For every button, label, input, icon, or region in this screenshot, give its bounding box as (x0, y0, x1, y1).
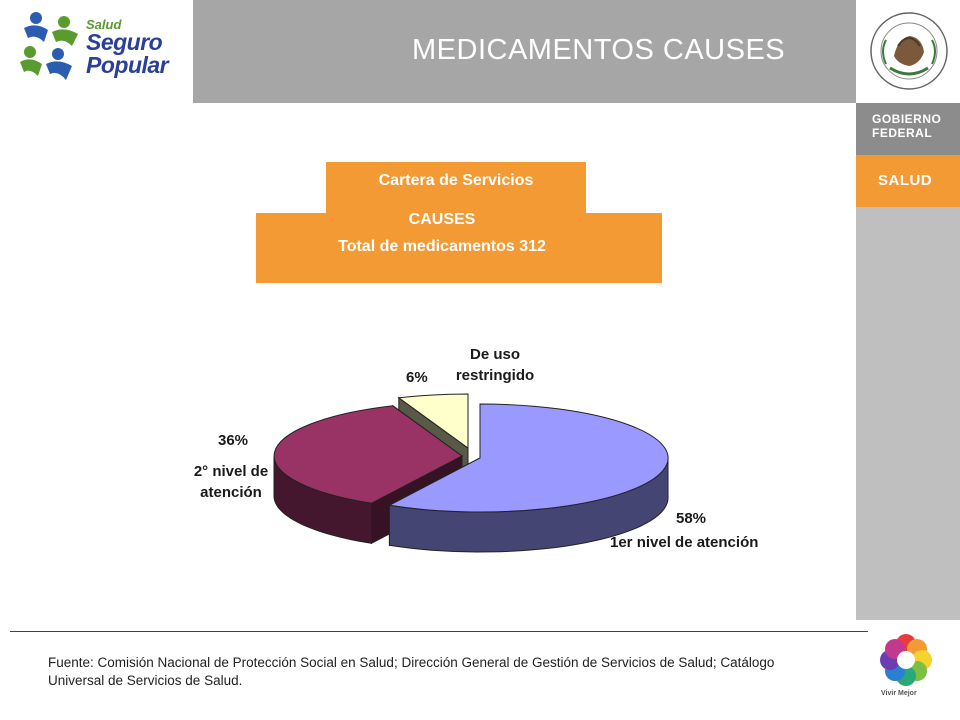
header-band (193, 0, 856, 103)
seal-area (856, 0, 960, 103)
causes-title: CAUSES (408, 211, 476, 228)
slice-label-restricted: De uso restringido (455, 346, 535, 384)
gobierno-federal-label: GOBIERNO FEDERAL (872, 112, 942, 141)
pie-slice-restricted (397, 393, 469, 449)
vivir-mejor-area (856, 620, 960, 720)
logo-text: Salud Seguro Popular (86, 18, 196, 77)
mexican-seal-icon (870, 12, 948, 90)
causes-box (256, 213, 662, 283)
pie-slice-second (273, 405, 463, 504)
logo-small-label: Salud (86, 17, 122, 32)
pie-slice-first (387, 403, 669, 513)
cartera-label: Cartera de Servicios (378, 172, 534, 189)
cartera-box (326, 162, 586, 214)
slice-label-second: 2° nivel de atención (193, 463, 269, 501)
logo-area: Salud Seguro Popular (0, 0, 193, 103)
gov-line1: GOBIERNO (872, 112, 942, 126)
causes-total: Total de medicamentos 312 (338, 238, 546, 255)
gobierno-federal-block (856, 103, 960, 155)
slice-value-label-first: 58% (676, 510, 707, 527)
logo-line1: Seguro (86, 29, 163, 55)
slice-label-first: 1er nivel de atención (610, 534, 759, 551)
pie-chart (273, 393, 669, 553)
footer-divider (10, 631, 868, 632)
seguro-popular-logo-icon (20, 12, 78, 80)
salud-block (856, 155, 960, 207)
vivir-mejor-label: Vivir Mejor (881, 690, 917, 697)
gov-line2: FEDERAL (872, 125, 933, 140)
salud-label: SALUD (878, 172, 933, 189)
vivir-mejor-flower-icon (880, 634, 932, 686)
page-title: MEDICAMENTOS CAUSES (412, 34, 786, 66)
footer-source: Fuente: Comisión Nacional de Protección … (48, 655, 775, 689)
slice-value-label-second: 36% (218, 432, 249, 449)
logo-line2: Popular (86, 52, 169, 78)
slice-value-label-restricted: 6% (406, 369, 428, 386)
